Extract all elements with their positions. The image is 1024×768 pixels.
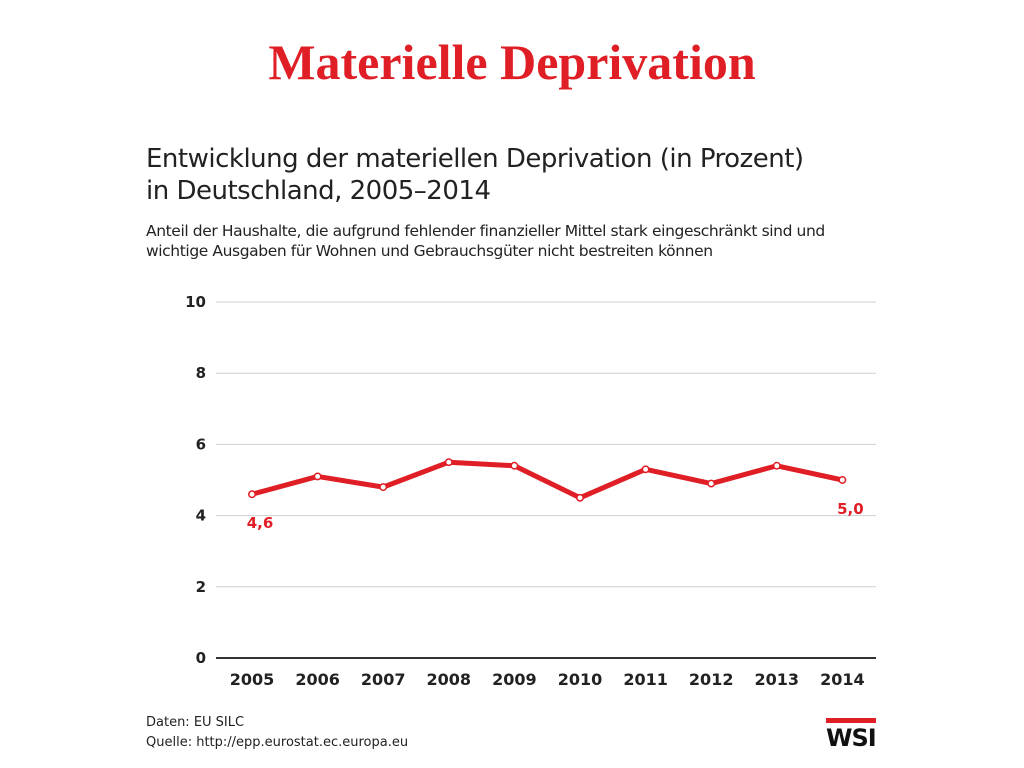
x-tick-label: 2010 <box>558 670 603 689</box>
x-tick-label: 2012 <box>689 670 734 689</box>
chart-subheading-line-2: wichtige Ausgaben für Wohnen und Gebrauc… <box>146 242 713 260</box>
y-axis-ticks: 0 2 4 6 8 10 <box>185 293 206 667</box>
chart-heading-line-2: in Deutschland, 2005–2014 <box>146 176 491 206</box>
data-point <box>707 479 716 488</box>
data-labels: 4,6 5,0 <box>247 500 864 532</box>
data-point <box>772 461 781 470</box>
x-tick-label: 2009 <box>492 670 537 689</box>
y-tick-label: 0 <box>196 649 206 667</box>
chart-heading-line-1: Entwicklung der materiellen Deprivation … <box>146 144 804 174</box>
wsi-logo: WSI <box>826 718 877 752</box>
source-note: Daten: EU SILC Quelle: http://epp.eurost… <box>146 713 408 753</box>
data-label: 4,6 <box>247 514 274 532</box>
data-point <box>444 458 453 467</box>
x-tick-label: 2014 <box>820 670 865 689</box>
data-point <box>641 465 650 474</box>
y-tick-label: 8 <box>196 364 206 382</box>
y-tick-label: 6 <box>196 435 206 453</box>
x-tick-label: 2013 <box>755 670 800 689</box>
source-daten: Daten: EU SILC <box>146 715 245 730</box>
x-axis-ticks: 2005 2006 2007 2008 2009 2010 2011 2012 2013 2014 <box>230 670 865 689</box>
y-tick-label: 10 <box>185 293 206 311</box>
y-tick-label: 2 <box>196 578 206 596</box>
x-tick-label: 2008 <box>427 670 472 689</box>
gridlines <box>216 301 876 659</box>
data-point <box>313 472 322 481</box>
x-tick-label: 2007 <box>361 670 406 689</box>
data-point <box>510 461 519 470</box>
series-layer <box>248 458 847 502</box>
data-point <box>838 476 847 484</box>
source-quelle: Quelle: http://epp.eurostat.ec.europa.eu <box>146 735 409 750</box>
chart-subheading: Anteil der Haushalte, die aufgrund fehle… <box>146 221 866 261</box>
slide-title: Materielle Deprivation <box>268 34 756 90</box>
x-tick-label: 2005 <box>230 670 275 689</box>
chart-subheading-line-1: Anteil der Haushalte, die aufgrund fehle… <box>146 222 825 240</box>
x-tick-label: 2006 <box>295 670 340 689</box>
y-tick-label: 4 <box>196 507 206 525</box>
data-point <box>576 493 584 502</box>
data-point <box>379 483 388 492</box>
chart-heading: Entwicklung der materiellen Deprivation … <box>146 143 866 207</box>
x-tick-label: 2011 <box>623 670 668 689</box>
data-label: 5,0 <box>837 500 864 518</box>
data-point <box>248 490 256 499</box>
series-line <box>249 459 845 501</box>
